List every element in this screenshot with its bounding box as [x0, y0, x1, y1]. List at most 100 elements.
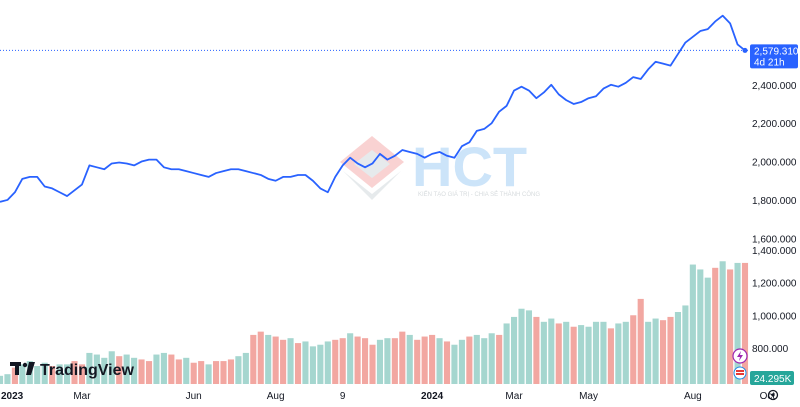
last-volume-label: 24.295K [754, 374, 792, 385]
volume-tick-label: 1,200.000 [752, 279, 797, 290]
volume-bar [302, 341, 309, 384]
volume-bar [734, 262, 741, 384]
volume-bar [138, 359, 145, 384]
watermark-tagline: KIẾN TẠO GIÁ TRỊ - CHIA SẺ THÀNH CÔNG [418, 191, 540, 198]
volume-bar [429, 334, 436, 384]
price-line [0, 14, 746, 203]
gear-icon[interactable] [767, 389, 779, 401]
volume-bar [421, 336, 428, 384]
volume-bar [198, 361, 205, 384]
volume-bar [175, 359, 182, 384]
volume-bar [64, 364, 71, 384]
volume-bar [585, 326, 592, 384]
volume-bar [674, 312, 682, 384]
volume-bar [235, 356, 242, 384]
last-price-label: 2,579.310 4d 21h [750, 44, 799, 69]
volume-bar [257, 331, 264, 384]
time-tick-label: Oct [760, 391, 776, 402]
volume-bar [466, 336, 473, 384]
volume-tick-label: 800.000 [752, 344, 789, 355]
volume-bar [49, 366, 56, 384]
watermark-brand: HCT [412, 135, 527, 198]
volume-bar [309, 346, 316, 384]
volume-bar [362, 338, 369, 384]
volume-bar [354, 336, 361, 384]
price-tick-label: 2,000.000 [752, 158, 797, 169]
time-tick-label: 9 [340, 391, 346, 402]
price-tick-label: 2,200.000 [752, 119, 797, 130]
volume-bar [563, 321, 570, 384]
volume-bar [533, 316, 540, 384]
volume-bar [667, 316, 674, 384]
volume-bar [607, 328, 614, 384]
volume-bar [488, 333, 495, 384]
volume-bar [622, 321, 629, 384]
time-tick-label: 2023 [1, 391, 24, 402]
volume-bar [741, 262, 749, 384]
volume-bar [481, 338, 488, 384]
last-price-value: 2,579.310 [754, 46, 799, 57]
volume-bar [71, 361, 78, 384]
volume-bar [242, 352, 249, 384]
volume-tick-label: 1,000.000 [752, 311, 797, 322]
volume-bar [4, 374, 11, 384]
volume-bar [213, 361, 220, 384]
volume-bar [704, 277, 711, 384]
volume-bar [369, 344, 376, 384]
volume-indicator: 24.295K [732, 348, 794, 385]
volume-bar [287, 338, 294, 384]
price-axis[interactable]: 1,600.000 1,800.000 2,000.000 2,200.000 2,40… [752, 81, 797, 355]
volume-bar [592, 321, 600, 384]
volume-bar [518, 308, 525, 384]
volume-bar [570, 326, 577, 384]
time-axis[interactable]: 2023 Mar Jun Aug 9 2024 Mar May Aug Oct [1, 391, 775, 402]
volume-bar [384, 338, 391, 384]
time-tick-label: Aug [267, 391, 285, 402]
volume-bar [719, 261, 726, 384]
volume-bar [652, 318, 659, 384]
volume-bar [78, 364, 86, 384]
volume-bar [265, 334, 272, 384]
volume-bar [153, 354, 160, 384]
volume-bar [443, 341, 451, 384]
volume-bar [205, 364, 212, 384]
volume-bar [414, 339, 421, 384]
volume-bar [93, 354, 100, 384]
price-tick-label: 1,800.000 [752, 196, 797, 207]
volume-bar [19, 364, 26, 384]
volume-bar [473, 334, 480, 384]
time-tick-label: May [579, 391, 598, 402]
tradingview-wordmark: TradingView [40, 362, 135, 379]
time-tick-label: Aug [684, 391, 702, 402]
volume-bar [697, 269, 704, 384]
volume-bar [615, 323, 622, 384]
volume-bar [458, 339, 465, 384]
volume-bar [190, 362, 197, 384]
volume-bar [332, 339, 339, 384]
volume-bar [0, 375, 4, 384]
hct-diamond-logo [340, 136, 404, 200]
volume-bar [86, 352, 93, 384]
volume-bar [101, 357, 108, 384]
volume-bar [548, 318, 555, 384]
volume-bar [637, 298, 644, 384]
volume-bar [56, 364, 63, 384]
volume-tick-label: 1,400.000 [752, 246, 797, 257]
volume-bar [131, 357, 138, 384]
volume-bar [399, 331, 406, 384]
volume-bar [116, 356, 123, 384]
volume-bar [376, 339, 384, 384]
volume-bar [540, 321, 547, 384]
volume-bar [578, 325, 585, 384]
volume-bar [294, 343, 302, 384]
volume-bar [727, 269, 734, 384]
volume-bar [280, 339, 287, 384]
volume-bar [436, 338, 443, 384]
volume-bar [11, 367, 18, 384]
volume-bar [145, 361, 153, 384]
price-tick-label: 1,600.000 [752, 234, 797, 245]
volume-bar [347, 333, 354, 384]
volume-bar [689, 264, 696, 384]
volume-bar [250, 334, 257, 384]
